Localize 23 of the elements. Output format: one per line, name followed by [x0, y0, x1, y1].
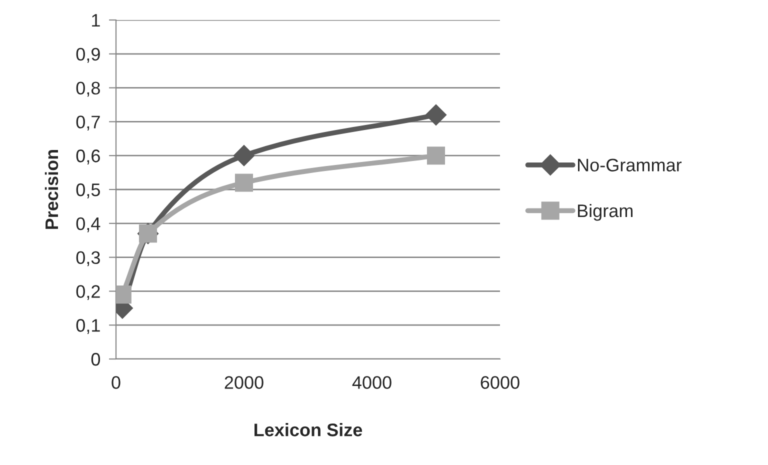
- y-axis-title: Precision: [44, 150, 58, 229]
- y-tick-label: 0,5: [76, 183, 100, 198]
- y-tick-label: 1: [92, 14, 100, 27]
- point: [425, 104, 447, 126]
- y-tick-label: 0,4: [76, 217, 100, 232]
- point: [233, 145, 255, 166]
- y-tick-label: 0,3: [76, 251, 100, 266]
- y-tick-label: 0,1: [76, 319, 100, 334]
- x-tick-label: 0: [112, 376, 120, 389]
- y-tick-label: 0,2: [76, 285, 100, 300]
- x-axis-title: Lexicon Size: [254, 423, 362, 436]
- y-tick-label: 0,8: [76, 82, 100, 97]
- point: [234, 174, 254, 192]
- x-tick-label: 6000: [480, 376, 520, 389]
- point: [426, 146, 446, 165]
- x-tick-label: 4000: [352, 376, 392, 389]
- y-tick-label: 0: [91, 352, 100, 366]
- y-tick-label: 0,9: [76, 48, 100, 63]
- y-tick-label: 0,7: [76, 116, 100, 131]
- y-tick-label: 0,6: [76, 150, 100, 164]
- legend-label: No-Grammar: [578, 158, 682, 172]
- x-tick-label: 2000: [224, 376, 264, 389]
- legend-label: Bigram: [578, 204, 633, 221]
